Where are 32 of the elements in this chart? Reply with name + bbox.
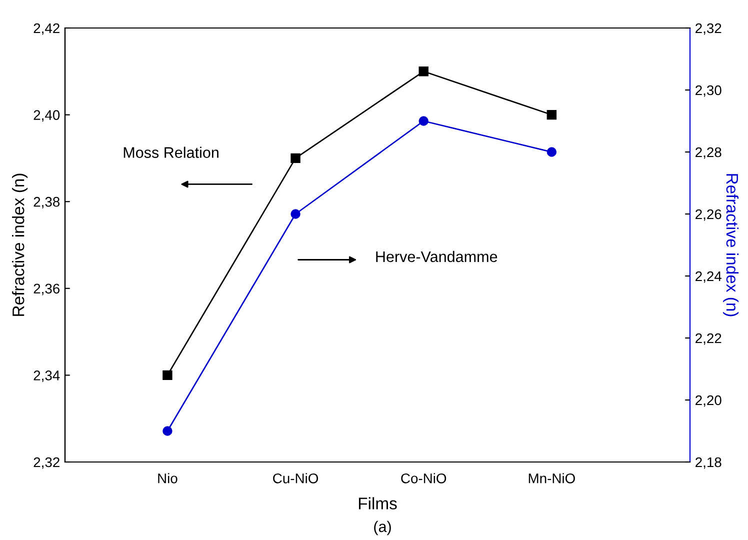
x-tick-label: Co-NiO (401, 473, 446, 484)
y2-tick-label: 2,30 (696, 85, 722, 97)
point (290, 209, 300, 219)
y2-tick-label: 2,22 (696, 333, 722, 345)
y-tick-label: 2,38 (34, 196, 60, 208)
point (162, 426, 172, 436)
y2-tick-label: 2,20 (696, 395, 722, 407)
x-tick-label: Mn-NiO (528, 473, 575, 484)
point (162, 370, 172, 380)
y-tick-label: 2,32 (34, 457, 60, 469)
point (546, 110, 557, 120)
x-tick-label: Cu-NiO (273, 473, 318, 484)
y2-tick-label: 2,32 (696, 23, 722, 35)
y-tick-label: 2,36 (34, 284, 60, 296)
point (546, 147, 557, 157)
text: (a) (374, 520, 391, 536)
point (418, 66, 428, 76)
y2-axis-title: Refractive index (n) (723, 174, 739, 316)
y2-tick-label: 2,26 (696, 209, 722, 221)
x-axis-title: Films (358, 497, 397, 510)
y2-tick-label: 2,18 (696, 457, 722, 469)
y2-tick-label: 2,28 (696, 147, 722, 159)
y-tick-label: 2,42 (34, 23, 60, 35)
y-axis-title: Refractive index (n) (12, 174, 28, 316)
annotation: Moss Relation (124, 146, 218, 158)
point (418, 116, 428, 126)
point (290, 153, 300, 164)
y2-tick-label: 2,24 (696, 271, 722, 283)
annotation: Herve-Vandamme (376, 250, 498, 262)
x-tick-label: Nio (158, 473, 178, 484)
y-tick-label: 2,34 (34, 370, 60, 382)
y-tick-label: 2,40 (34, 110, 60, 122)
